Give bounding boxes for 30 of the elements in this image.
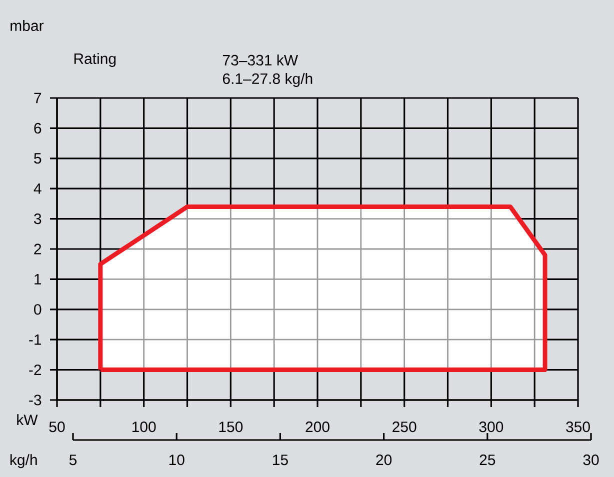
x2-tick-label: 25 bbox=[480, 454, 496, 466]
x-axis-title: kW bbox=[17, 414, 38, 425]
x-tick-label: 200 bbox=[306, 422, 330, 432]
y-tick-label: 6 bbox=[34, 122, 42, 134]
x-tick-label: 250 bbox=[392, 422, 416, 432]
y-tick-label: -3 bbox=[29, 394, 42, 406]
x-tick-label: 350 bbox=[566, 422, 590, 432]
y-tick-label: 0 bbox=[34, 304, 42, 315]
y-tick-label: 3 bbox=[34, 213, 42, 224]
y-tick-label: 1 bbox=[34, 274, 42, 284]
y-tick-label: 5 bbox=[34, 153, 42, 164]
text: 6.1–27.8 kg/h bbox=[222, 73, 312, 87]
x-tick-label: 150 bbox=[219, 422, 243, 432]
x2-tick-label: 10 bbox=[169, 454, 184, 466]
y-tick-label: 2 bbox=[34, 244, 42, 254]
text: Rating bbox=[74, 53, 116, 67]
x-tick-label: 300 bbox=[479, 422, 504, 432]
y-tick-label: -2 bbox=[29, 364, 42, 376]
x2-tick-label: 30 bbox=[583, 454, 599, 466]
text: 73–331 kW bbox=[222, 54, 298, 66]
x-tick-label: 100 bbox=[132, 422, 156, 432]
x2-tick-label: 5 bbox=[69, 454, 77, 466]
x2-tick-label: 15 bbox=[273, 454, 288, 466]
y-tick-label: -1 bbox=[29, 334, 42, 345]
x2-axis-title: kg/h bbox=[10, 454, 37, 468]
y-axis-title: mbar bbox=[10, 20, 44, 32]
x-tick-label: 50 bbox=[49, 422, 65, 432]
x2-tick-label: 20 bbox=[376, 454, 392, 466]
y-tick-label: 7 bbox=[34, 92, 42, 104]
y-tick-label: 4 bbox=[34, 183, 42, 194]
